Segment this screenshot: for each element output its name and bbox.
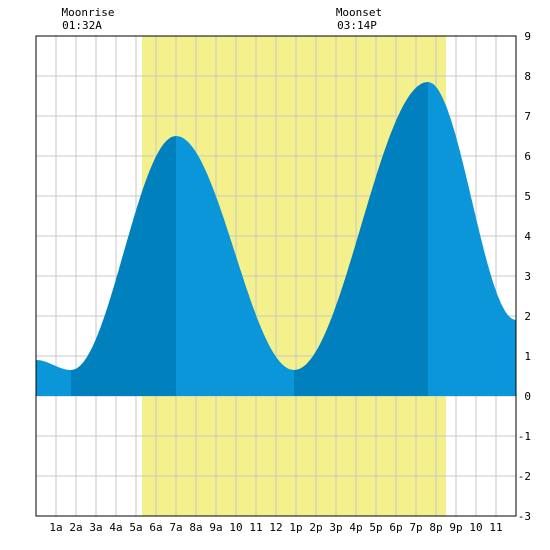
x-tick-label: 4p (349, 521, 362, 534)
y-tick-label: -1 (518, 430, 531, 443)
y-tick-label: 2 (524, 310, 531, 323)
plot-frame (35, 35, 517, 517)
y-tick-label: 3 (524, 270, 531, 283)
y-tick-label: 6 (524, 150, 531, 163)
y-tick-label: 0 (524, 390, 531, 403)
tide-segment-falling (36, 360, 71, 396)
x-tick-label: 2a (69, 521, 82, 534)
x-tick-labels: 1a 2a 3a 4a 5a 6a 7a 8a 9a 10 11 12 1p 2p 3p 4p 5p 6p 7p 8p… (49, 521, 502, 534)
plot-frame-layer (35, 35, 517, 517)
x-tick-label: 7a (169, 521, 182, 534)
x-tick-label: 10 (469, 521, 482, 534)
x-tick-label: 8p (429, 521, 442, 534)
x-tick-label: 4a (109, 521, 122, 534)
tide-area-layer (36, 82, 516, 396)
tide-segment-falling (176, 136, 294, 396)
x-tick-label: 6a (149, 521, 162, 534)
x-tick-label: 1p (289, 521, 302, 534)
y-tick-label: 4 (524, 230, 531, 243)
y-tick-label: -3 (518, 510, 531, 523)
tide-segment-rising (71, 136, 176, 396)
x-tick-label: 3a (89, 521, 102, 534)
x-tick-label: 3p (329, 521, 342, 534)
x-tick-label: 1a (49, 521, 62, 534)
tide-segment-rising (294, 82, 428, 396)
tide-segment-falling (428, 82, 516, 396)
x-tick-label: 2p (309, 521, 322, 534)
moonrise-time: 01:32A (62, 19, 102, 32)
x-tick-label: 11 (489, 521, 502, 534)
y-tick-label: 7 (524, 110, 531, 123)
y-tick-label: 8 (524, 70, 531, 83)
x-tick-label: 12 (269, 521, 282, 534)
x-tick-label: 7p (409, 521, 422, 534)
x-tick-label: 6p (389, 521, 402, 534)
moonset-time: 03:14P (337, 19, 377, 32)
x-tick-label: 9a (209, 521, 222, 534)
y-tick-label: 5 (524, 190, 531, 203)
y-tick-label: 9 (524, 30, 531, 43)
x-tick-label: 10 (229, 521, 242, 534)
moonset-label: Moonset (336, 6, 382, 19)
y-tick-labels: 9 8 7 6 5 4 3 2 1 0 -1 -2 -3 (518, 30, 532, 523)
x-tick-label: 5a (129, 521, 142, 534)
x-tick-label: 5p (369, 521, 382, 534)
x-tick-label: 8a (189, 521, 202, 534)
moonrise-label: Moonrise (62, 6, 115, 19)
y-tick-label: -2 (518, 470, 531, 483)
x-tick-label: 9p (449, 521, 462, 534)
x-tick-label: 11 (249, 521, 262, 534)
y-tick-label: 1 (524, 350, 531, 363)
